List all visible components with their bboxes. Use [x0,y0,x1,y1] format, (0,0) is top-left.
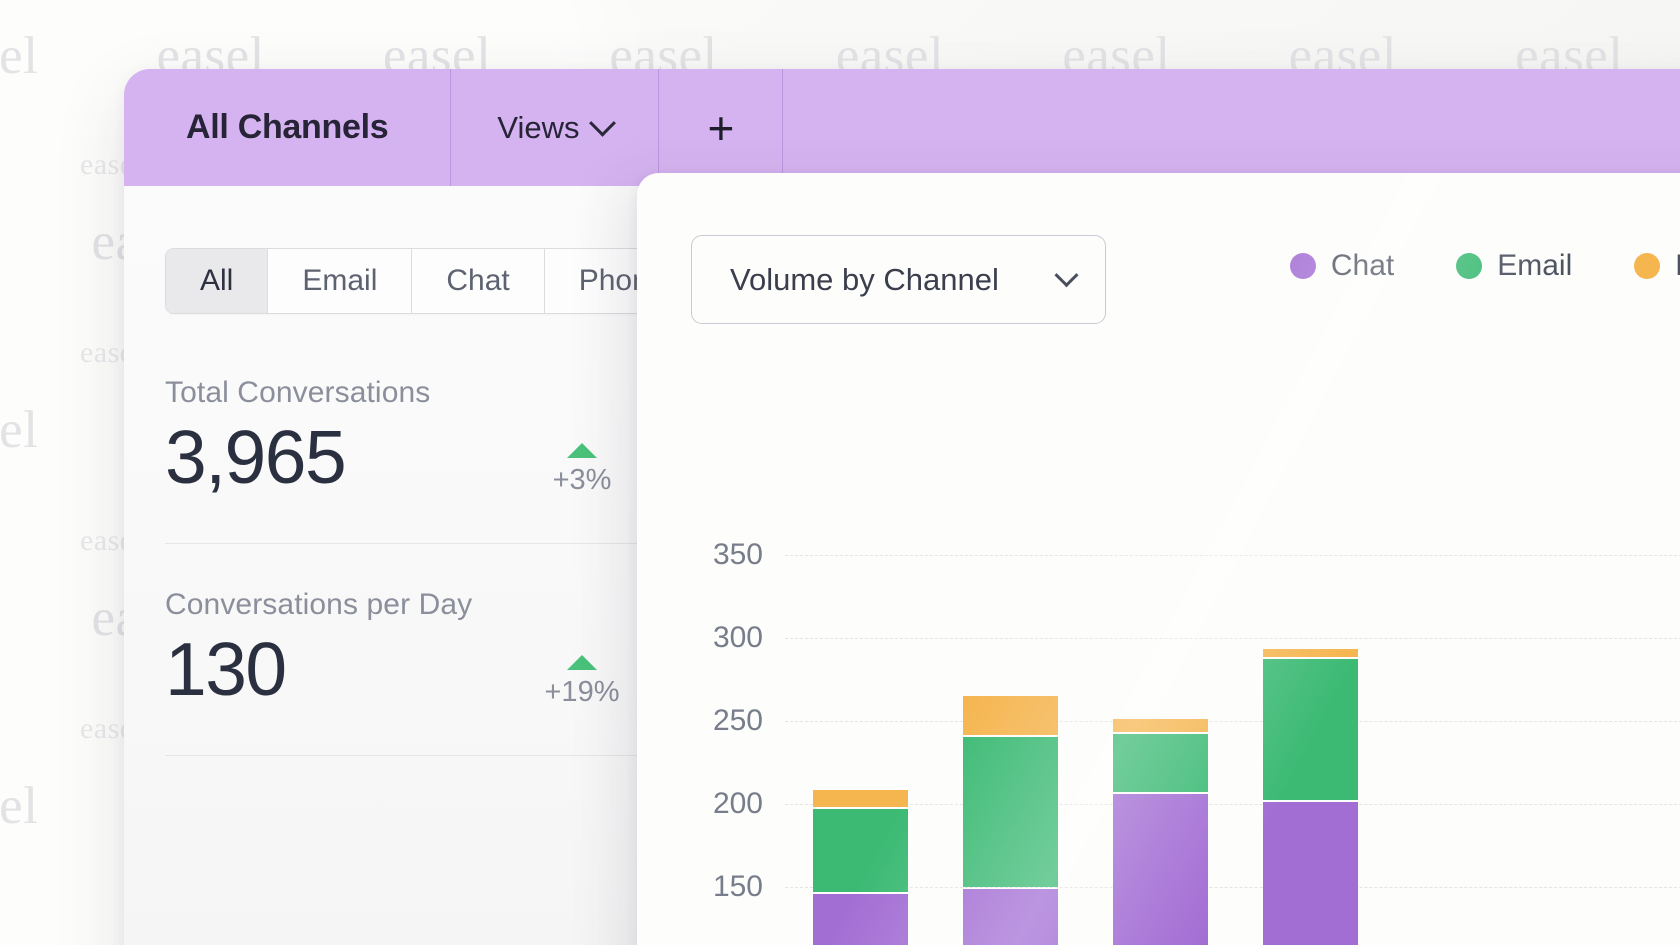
metric-value: 130 [165,626,287,711]
metric-delta: +19% [527,654,637,709]
chart-y-axis: 35030025020015050 [637,343,763,945]
toolbar-spacer [783,69,1680,186]
metric-delta-text: +19% [544,675,620,708]
views-menu-button[interactable]: Views [451,69,660,186]
metrics-list: Total Conversations 3,965 +3% Conversati… [165,376,637,800]
chart-bar-segment-email [813,808,908,892]
gridline [785,554,1680,556]
legend-color-swatch [1289,253,1316,279]
views-menu-label: Views [497,109,580,145]
chart-panel: Volume by Channel Chat Email Phone [637,173,1680,945]
metric-total-conversations: Total Conversations 3,965 +3% [165,376,637,544]
gridline [785,886,1680,888]
legend-label: Phone [1675,249,1680,283]
metric-label: Total Conversations [165,376,431,409]
tab-all[interactable]: All [166,249,269,313]
chart-bar-segment-phone [963,695,1058,736]
metric-delta-text: +3% [552,463,612,496]
legend-color-swatch [1456,253,1483,279]
legend-label: Email [1497,249,1573,282]
chart-bars [785,343,1680,945]
trend-up-icon [567,442,597,458]
chart-metric-dropdown-label: Volume by Channel [730,261,999,297]
legend-label: Chat [1330,249,1395,282]
metric-value: 3,965 [165,415,347,499]
legend-item-phone[interactable]: Phone [1634,249,1680,283]
chart-bar-segment-chat [813,893,908,945]
chart-bar[interactable] [1263,649,1358,945]
legend-item-email[interactable]: Email [1456,249,1572,283]
gridline [785,637,1680,639]
chart-bar-segment-email [963,737,1058,887]
metric-conversations-per-day: Conversations per Day 130 +19% [165,588,637,756]
gridline [785,803,1680,805]
chart-bar-segment-phone [813,790,908,807]
chart-metric-dropdown[interactable]: Volume by Channel [691,235,1106,324]
channel-filter-tabs[interactable]: All Email Chat Phone [165,248,701,314]
chart-bar-segment-email [1113,734,1208,793]
y-axis-tick-label: 200 [712,786,763,820]
chevron-down-icon [589,109,617,137]
legend-item-chat[interactable]: Chat [1289,249,1395,283]
y-axis-tick-label: 250 [712,703,763,737]
top-toolbar: All Channels Views + [124,69,1680,186]
metric-label: Conversations per Day [165,587,473,621]
chevron-down-icon [1054,263,1079,288]
chart-bar[interactable] [1113,718,1208,945]
chart-plot-area: 35030025020015050 [637,343,1680,945]
y-axis-tick-label: 350 [712,537,763,571]
tab-email[interactable]: Email [268,249,413,313]
chart-bar-segment-email [1263,659,1358,801]
chart-bar-segment-chat [1113,794,1208,945]
chart-bar-segment-chat [963,888,1058,945]
chart-panel-header: Volume by Channel Chat Email Phone [637,173,1680,343]
chart-bar-segment-phone [1113,718,1208,733]
page-title: All Channels [124,69,452,186]
tab-chat[interactable]: Chat [412,249,545,313]
chart-legend: Chat Email Phone [1289,249,1680,283]
gridline [785,720,1680,722]
chart-bar[interactable] [963,695,1058,945]
chart-bar[interactable] [813,790,908,945]
add-view-button[interactable]: + [659,69,784,186]
metric-delta: +3% [527,442,637,497]
legend-color-swatch [1634,253,1661,279]
chart-bar-segment-phone [1263,649,1358,658]
y-axis-tick-label: 150 [712,869,763,903]
y-axis-tick-label: 300 [712,620,763,654]
chart-bar-segment-chat [1263,802,1358,945]
trend-up-icon [567,654,597,670]
chart-gridlines [785,343,1680,945]
